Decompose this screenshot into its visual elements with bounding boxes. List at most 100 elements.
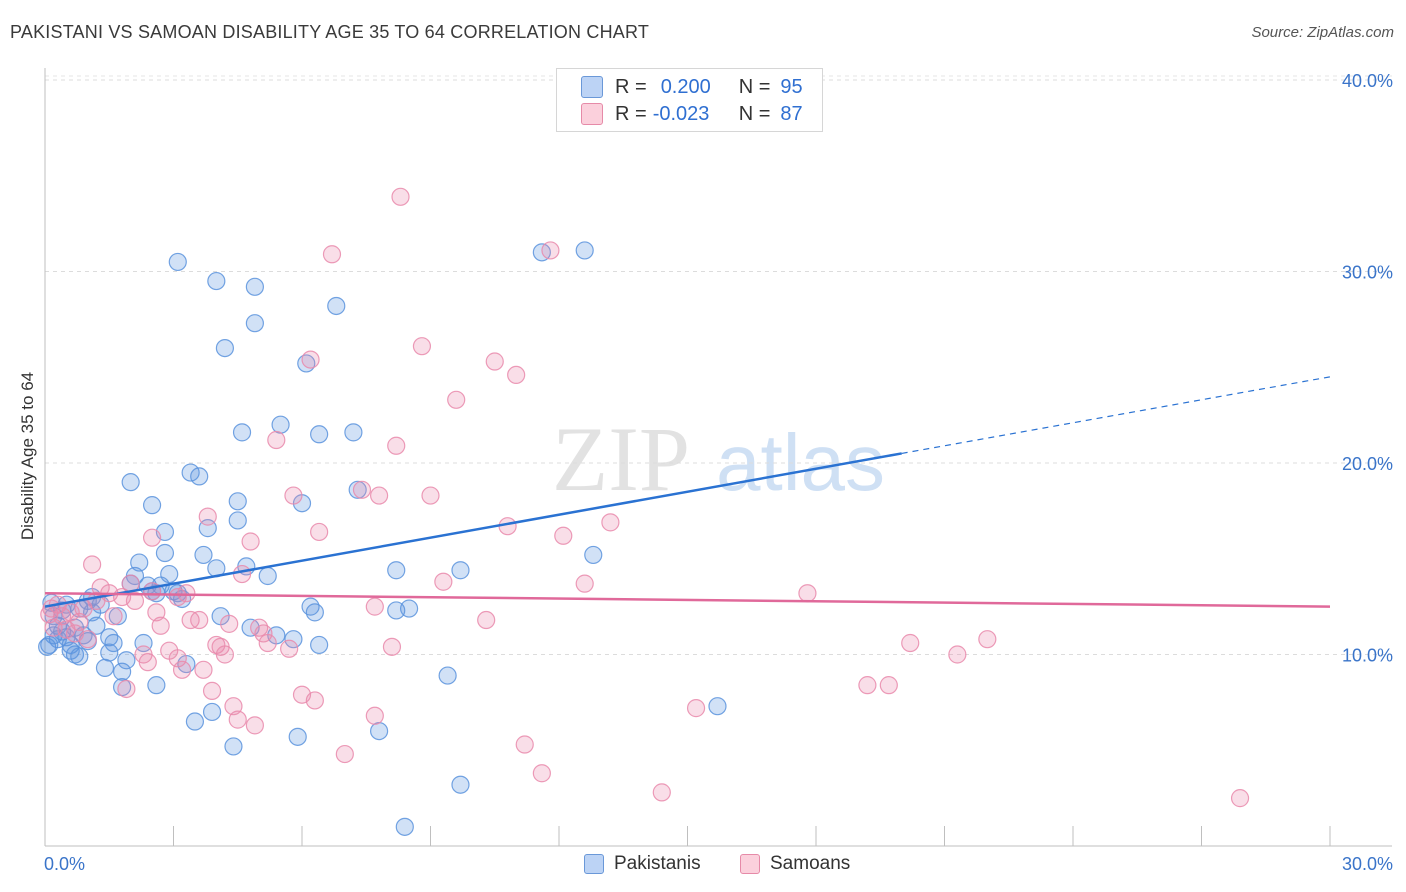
- n-value: 87: [780, 102, 803, 125]
- samoans-point: [365, 597, 384, 616]
- pakistanis-trend-extension: [901, 376, 1331, 455]
- samoans-point: [254, 624, 273, 643]
- samoans-point: [901, 633, 920, 653]
- samoans-point: [241, 532, 260, 551]
- stats-row-pakistanis: R = 0.200 N = 95: [581, 74, 803, 100]
- samoans-point: [652, 783, 671, 802]
- pakistanis-point: [121, 473, 140, 492]
- pakistanis-trend-line: [44, 452, 902, 608]
- samoans-point: [172, 660, 192, 679]
- samoans-point: [267, 430, 286, 450]
- chart-title: PAKISTANI VS SAMOAN DISABILITY AGE 35 TO…: [10, 22, 650, 42]
- samoans-point: [232, 564, 252, 584]
- samoans-point: [541, 241, 560, 260]
- pakistanis-legend-swatch: [584, 854, 604, 874]
- samoans-point: [532, 764, 551, 783]
- n-value: 95: [780, 75, 803, 98]
- samoans-point: [412, 337, 432, 356]
- pakistanis-point: [327, 296, 346, 316]
- samoans-point: [177, 584, 196, 603]
- samoans-point: [382, 637, 402, 656]
- x-tick-labels: 0.0% 30.0%: [44, 854, 1393, 874]
- samoans-point: [104, 607, 123, 626]
- pakistanis-point: [190, 467, 209, 486]
- pakistanis-point: [181, 463, 200, 482]
- samoans-trend-line: [44, 591, 1331, 608]
- samoans-point: [117, 679, 136, 699]
- samoans-point: [125, 591, 145, 610]
- samoans-point: [391, 187, 410, 206]
- samoans-point: [245, 716, 264, 735]
- samoans-point: [138, 653, 157, 672]
- samoans-point: [190, 610, 209, 630]
- samoans-point: [798, 584, 817, 603]
- pakistanis-point: [202, 702, 222, 722]
- pakistanis-point: [451, 775, 470, 794]
- pakistanis-points: [38, 241, 727, 836]
- watermark-zip: ZIP: [552, 408, 690, 510]
- pakistanis-point: [438, 666, 457, 685]
- pakistanis-point: [194, 545, 213, 565]
- pakistanis-point: [104, 633, 123, 653]
- samoans-point: [258, 633, 277, 653]
- samoans-point: [477, 610, 496, 630]
- samoans-point: [284, 486, 303, 505]
- stats-row-samoans: R = -0.023 N = 87: [581, 101, 803, 127]
- pakistanis-point: [395, 817, 414, 836]
- pakistanis-point: [142, 496, 162, 515]
- samoans-point: [142, 528, 162, 547]
- x-tick-label: 30.0%: [1342, 854, 1393, 874]
- pakistanis-point: [38, 637, 57, 656]
- samoans-point: [507, 365, 526, 385]
- samoans-point: [301, 350, 320, 369]
- samoans-point: [686, 699, 706, 718]
- samoans-point: [879, 676, 898, 695]
- samoans-point: [447, 390, 466, 409]
- pakistanis-point: [370, 721, 389, 741]
- y-tick-label: 20.0%: [1342, 454, 1393, 474]
- stats-legend: R = 0.200 N = 95 R = -0.023 N = 87: [556, 68, 823, 132]
- samoans-swatch: [581, 103, 603, 125]
- pakistanis-point: [95, 658, 115, 678]
- pakistanis-point: [344, 423, 363, 442]
- r-label: R =: [615, 102, 647, 125]
- samoans-point: [310, 522, 329, 542]
- pakistanis-point: [100, 643, 119, 662]
- axes: [44, 68, 1392, 847]
- pakistanis-point: [168, 252, 187, 272]
- pakistanis-point: [207, 271, 226, 291]
- y-tick-labels: 10.0% 20.0% 30.0% 40.0%: [1342, 71, 1393, 666]
- samoans-points: [40, 187, 1250, 808]
- samoans-point: [352, 480, 372, 499]
- samoans-point: [151, 616, 170, 635]
- pakistanis-point: [575, 241, 594, 260]
- y-tick-label: 30.0%: [1342, 263, 1393, 283]
- pakistanis-point: [160, 564, 179, 584]
- legend-label-samoans: Samoans: [770, 853, 851, 874]
- samoans-point: [305, 691, 324, 710]
- samoans-point: [948, 645, 967, 664]
- samoans-point: [42, 599, 61, 618]
- samoans-point: [147, 603, 166, 622]
- pakistanis-point: [147, 676, 166, 695]
- samoans-point: [168, 649, 187, 668]
- pakistanis-point: [228, 511, 247, 530]
- trend-lines: [44, 376, 1331, 608]
- pakistanis-point: [451, 561, 470, 580]
- samoans-point: [83, 555, 102, 574]
- samoans-point: [1230, 789, 1250, 808]
- pakistanis-point: [271, 415, 290, 434]
- pakistanis-point: [288, 727, 307, 746]
- samoans-point: [224, 697, 243, 716]
- pakistanis-point: [87, 616, 106, 635]
- pakistanis-point: [228, 492, 247, 511]
- pakistanis-point: [387, 561, 406, 580]
- samoans-legend-swatch: [740, 854, 760, 874]
- pakistanis-point: [215, 339, 234, 358]
- r-value: -0.023: [652, 102, 710, 125]
- samoans-point: [215, 645, 234, 664]
- samoans-point: [485, 352, 504, 371]
- pakistanis-point: [117, 651, 136, 670]
- pakistanis-point: [70, 647, 89, 666]
- samoans-point: [575, 574, 594, 593]
